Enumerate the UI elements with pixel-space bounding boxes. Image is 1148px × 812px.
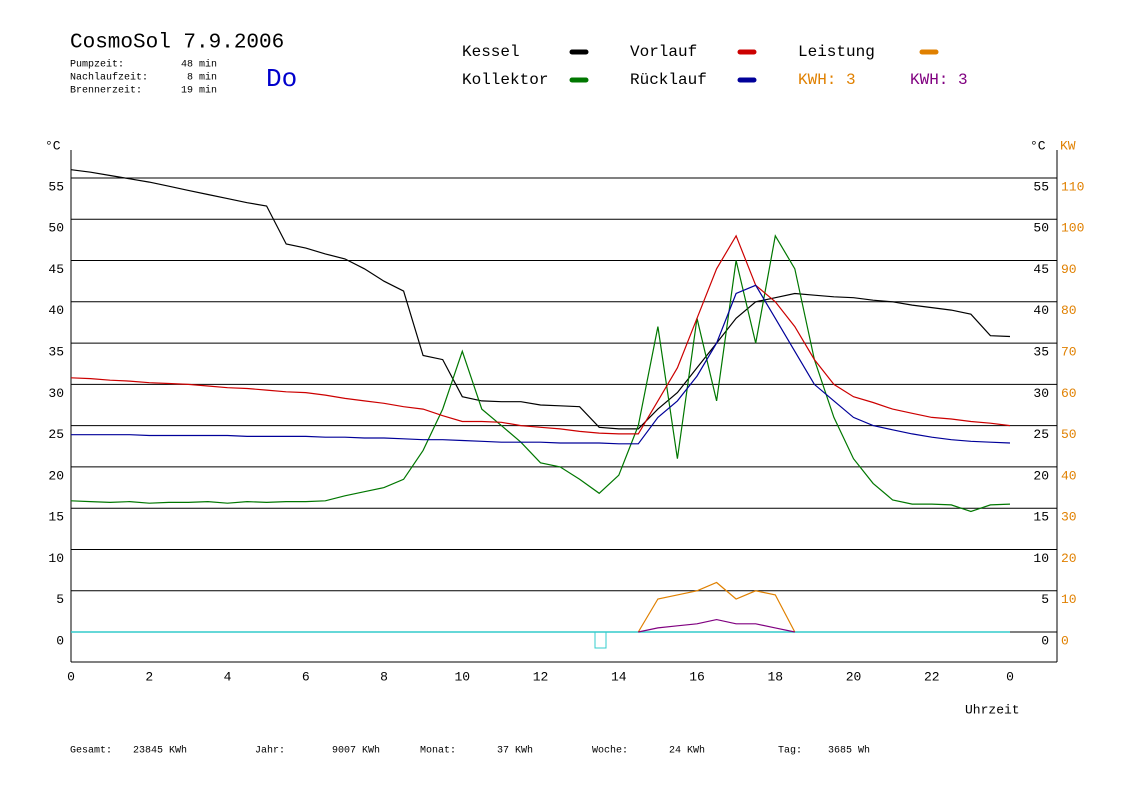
y-tick-label: 25	[48, 427, 64, 442]
footer-label: Monat:	[420, 746, 456, 757]
series-line	[638, 618, 795, 633]
y2-tick-label-c: 5	[1041, 592, 1049, 607]
y2-tick-label-c: 20	[1033, 468, 1049, 483]
x-tick-label: 6	[302, 669, 310, 684]
footer-value: 24 KWh	[669, 745, 705, 757]
series-line	[70, 169, 1011, 430]
legend-label: Rücklauf	[630, 71, 707, 89]
y2-tick-label-c: 45	[1033, 262, 1049, 277]
y-tick-label: 40	[48, 303, 64, 318]
y-tick-label: 20	[48, 468, 64, 483]
y2-tick-label-c: 15	[1033, 510, 1049, 525]
y2-tick-label: 110	[1061, 179, 1084, 194]
footer-label: Jahr:	[255, 745, 285, 757]
y-tick-label: 35	[48, 345, 64, 360]
y2-tick-label: 90	[1061, 262, 1077, 277]
y2-tick-label-c: 25	[1033, 427, 1049, 442]
y2-tick-label-c: 0	[1041, 633, 1049, 648]
footer-label: Gesamt:	[70, 746, 112, 757]
x-tick-label: 8	[380, 669, 388, 684]
legend-label: KWH: 3	[910, 71, 968, 89]
y2-tick-label-c: 35	[1033, 345, 1049, 360]
x-tick-label: 22	[924, 669, 940, 684]
x-axis-label: Uhrzeit	[965, 702, 1020, 717]
series-line	[637, 581, 796, 633]
x-tick-label: 16	[689, 669, 705, 684]
y2-tick-label-c: 50	[1033, 221, 1049, 236]
x-tick-label: 2	[145, 669, 153, 684]
y-tick-label: 5	[56, 592, 64, 607]
legend-label: Vorlauf	[630, 43, 697, 61]
x-tick-label: 20	[846, 669, 862, 684]
stat-value: 48 min	[181, 59, 217, 71]
series-line	[70, 234, 1011, 435]
marker	[594, 631, 607, 649]
stat-label: Brennerzeit:	[70, 85, 142, 97]
y-tick-label: 15	[48, 510, 64, 525]
x-tick-label: 10	[454, 669, 470, 684]
legend-label: Kollektor	[462, 71, 548, 89]
series-line	[70, 234, 1011, 513]
x-tick-label: 18	[767, 669, 783, 684]
y2-tick-label: 10	[1061, 592, 1077, 607]
y2-tick-label: 80	[1061, 303, 1077, 318]
footer-label: Woche:	[592, 745, 628, 757]
stat-value: 8 min	[187, 72, 217, 84]
legend-label: Leistung	[798, 43, 875, 61]
y2-axis-label: KW	[1060, 138, 1076, 153]
annotation: KWH: 3	[798, 71, 856, 89]
y2-tick-label: 50	[1061, 427, 1077, 442]
x-tick-label: 14	[611, 669, 627, 684]
x-tick-label: 0	[1006, 669, 1014, 684]
y2-tick-label: 30	[1061, 510, 1077, 525]
legend-label: Kessel	[462, 43, 520, 61]
y2-tick-label-c: 10	[1033, 551, 1049, 566]
y-tick-label: 55	[48, 179, 64, 194]
stat-value: 19 min	[181, 85, 217, 97]
y2-tick-label: 100	[1061, 221, 1084, 236]
footer-value: 3685 Wh	[828, 745, 870, 757]
footer-value: 23845 KWh	[133, 745, 187, 757]
x-tick-label: 12	[533, 669, 549, 684]
y2-tick-label-c: 40	[1033, 303, 1049, 318]
y-axis-label: °C	[45, 138, 61, 153]
footer-label: Tag:	[778, 746, 802, 757]
stat-label: Nachlaufzeit:	[70, 72, 148, 84]
y2-tick-label-c: 55	[1033, 179, 1049, 194]
y2-tick-label: 20	[1061, 551, 1077, 566]
y-tick-label: 30	[48, 386, 64, 401]
y2-tick-label: 70	[1061, 345, 1077, 360]
title: CosmoSol 7.9.2006	[70, 32, 284, 55]
y-tick-label: 50	[48, 221, 64, 236]
y2-tick-label: 60	[1061, 386, 1077, 401]
y2-tick-label-c: 30	[1033, 386, 1049, 401]
x-tick-label: 0	[67, 669, 75, 684]
x-tick-label: 4	[224, 669, 232, 684]
footer-value: 37 KWh	[497, 745, 533, 757]
y2-axis-label-c: °C	[1030, 138, 1046, 153]
y-tick-label: 0	[56, 633, 64, 648]
stat-label: Pumpzeit:	[70, 59, 124, 71]
y-tick-label: 10	[48, 551, 64, 566]
y-tick-label: 45	[48, 262, 64, 277]
footer-value: 9007 KWh	[332, 745, 380, 757]
y2-tick-label: 40	[1061, 468, 1077, 483]
weekday: Do	[266, 64, 297, 94]
series-line	[71, 284, 1011, 445]
y2-tick-label: 0	[1061, 633, 1069, 648]
